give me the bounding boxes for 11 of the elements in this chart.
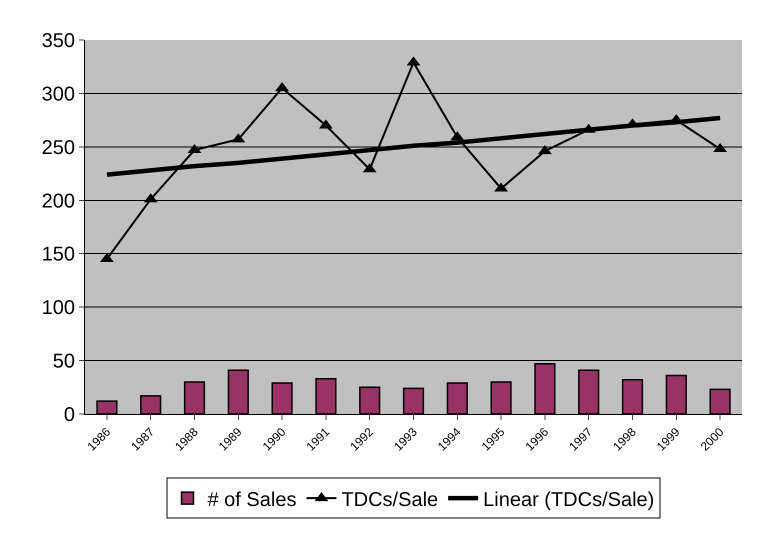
- y-tick-label: 350: [42, 30, 75, 52]
- y-tick-label: 100: [42, 297, 75, 320]
- y-tick-label: 50: [52, 350, 75, 373]
- legend-label: TDCs/Sale: [341, 488, 438, 511]
- y-tick-label: 250: [42, 136, 75, 159]
- y-tick-label: 300: [42, 83, 75, 106]
- legend-label: Linear (TDCs/Sale): [483, 488, 654, 511]
- y-tick-label: 150: [42, 244, 75, 266]
- legend-label: # of Sales: [208, 488, 296, 511]
- y-tick-label: 0: [64, 404, 75, 426]
- y-tick-label: 200: [42, 190, 75, 212]
